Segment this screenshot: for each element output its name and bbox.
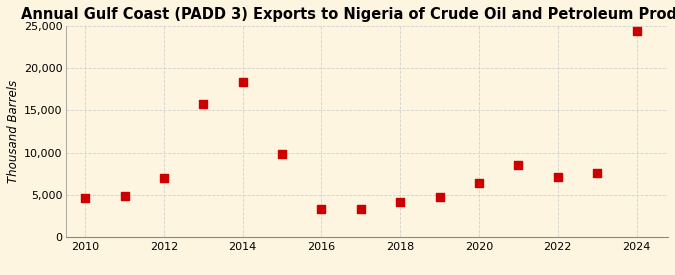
- Point: [592, 171, 603, 175]
- Point: [238, 79, 248, 84]
- Y-axis label: Thousand Barrels: Thousand Barrels: [7, 80, 20, 183]
- Point: [356, 207, 367, 212]
- Point: [631, 29, 642, 33]
- Point: [552, 175, 563, 180]
- Point: [198, 101, 209, 106]
- Point: [159, 176, 169, 180]
- Title: Annual Gulf Coast (PADD 3) Exports to Nigeria of Crude Oil and Petroleum Product: Annual Gulf Coast (PADD 3) Exports to Ni…: [22, 7, 675, 22]
- Point: [474, 181, 485, 185]
- Point: [395, 200, 406, 204]
- Point: [80, 196, 90, 201]
- Point: [316, 207, 327, 212]
- Point: [513, 163, 524, 168]
- Point: [119, 194, 130, 198]
- Point: [434, 195, 445, 199]
- Point: [277, 152, 288, 157]
